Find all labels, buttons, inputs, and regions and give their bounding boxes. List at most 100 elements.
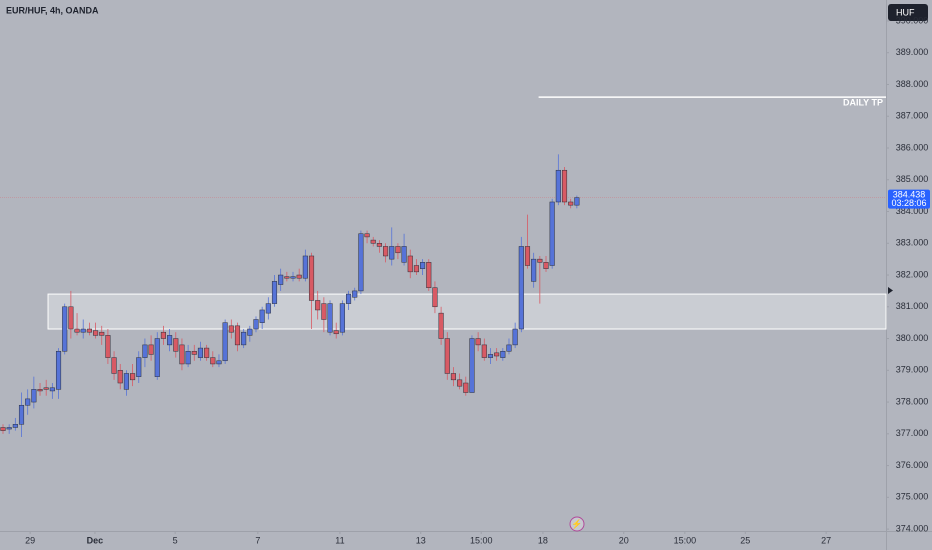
candle-body bbox=[333, 330, 339, 335]
candle-body bbox=[197, 347, 204, 358]
x-tick-label: 27 bbox=[821, 535, 831, 545]
y-tick-label: 383.000 bbox=[896, 238, 929, 248]
candle-body bbox=[18, 404, 25, 425]
x-tick-label: 15:00 bbox=[470, 535, 493, 545]
y-tick-label: 376.000 bbox=[896, 460, 929, 470]
candle-body bbox=[481, 344, 487, 358]
currency-badge[interactable] bbox=[888, 4, 928, 21]
y-tick-label: 382.000 bbox=[896, 269, 929, 279]
candle-body bbox=[407, 255, 413, 273]
y-tick-label: 375.000 bbox=[896, 492, 929, 502]
candle-body bbox=[389, 246, 395, 260]
candle-body bbox=[173, 338, 179, 352]
x-tick-label: 11 bbox=[335, 535, 344, 545]
candle-body bbox=[308, 255, 315, 301]
target-label: DAILY TP bbox=[843, 98, 883, 108]
candle-body bbox=[6, 427, 12, 430]
candle-body bbox=[574, 197, 580, 206]
candle-body bbox=[271, 281, 278, 304]
candle-body bbox=[265, 303, 271, 314]
chart-title: EUR/HUF, 4h, OANDA bbox=[6, 5, 99, 15]
x-tick-label: 25 bbox=[740, 535, 750, 545]
candle-body bbox=[469, 338, 475, 393]
candle-body bbox=[376, 243, 382, 247]
candle-body bbox=[463, 382, 469, 393]
candle-body bbox=[25, 398, 31, 406]
candle-body bbox=[278, 274, 284, 285]
candle-body bbox=[12, 424, 18, 428]
candle-body bbox=[37, 389, 43, 392]
candle-body bbox=[500, 350, 506, 358]
scroll-arrow[interactable] bbox=[888, 287, 893, 294]
candle-body bbox=[531, 258, 537, 282]
last-price-badge bbox=[888, 189, 930, 209]
y-tick-label: 389.000 bbox=[896, 47, 929, 57]
candle-body bbox=[537, 258, 543, 263]
candle-body bbox=[43, 387, 49, 390]
candle-body bbox=[426, 262, 432, 288]
events-icon[interactable] bbox=[569, 516, 585, 532]
y-tick-label: 379.000 bbox=[896, 365, 929, 375]
candle-body bbox=[358, 233, 364, 292]
candle-body bbox=[222, 322, 228, 362]
candle-body bbox=[68, 306, 74, 330]
candle-body bbox=[494, 352, 500, 357]
candle-body bbox=[185, 350, 191, 365]
candle-body bbox=[413, 265, 419, 273]
x-tick-label: 15:00 bbox=[674, 535, 697, 545]
candle-body bbox=[549, 201, 555, 266]
candle-body bbox=[444, 338, 450, 374]
x-tick-label: 18 bbox=[538, 535, 548, 545]
candle-body bbox=[99, 331, 105, 336]
zone bbox=[47, 293, 887, 330]
candle-body bbox=[296, 274, 302, 279]
candle-body bbox=[123, 373, 129, 390]
candle-body bbox=[142, 344, 148, 358]
candle-body bbox=[179, 344, 185, 365]
candle-body bbox=[228, 325, 234, 333]
candle-body bbox=[457, 379, 463, 387]
candle-body bbox=[395, 246, 401, 254]
candle-body bbox=[111, 357, 117, 374]
candle-body bbox=[438, 312, 444, 339]
last-price-label: 384.438 bbox=[893, 189, 926, 199]
candle-body bbox=[290, 276, 296, 279]
candle-body bbox=[167, 335, 173, 346]
y-tick-label: 387.000 bbox=[896, 111, 929, 121]
candle-body bbox=[561, 169, 568, 203]
y-tick-label: 384.000 bbox=[896, 206, 929, 216]
y-tick-label: 388.000 bbox=[896, 79, 929, 89]
candle-body bbox=[136, 357, 142, 377]
candle-body bbox=[80, 328, 86, 333]
x-tick-label: 20 bbox=[619, 535, 629, 545]
candle-body bbox=[234, 325, 241, 346]
candle-body bbox=[74, 328, 80, 333]
candle-body bbox=[321, 303, 327, 320]
y-tick-label: 378.000 bbox=[896, 396, 929, 406]
y-tick-label: 377.000 bbox=[896, 428, 929, 438]
candle-body bbox=[62, 306, 68, 352]
candle-body bbox=[518, 246, 524, 330]
x-tick-label: 7 bbox=[255, 535, 260, 545]
candle-body bbox=[327, 303, 333, 333]
candle-body bbox=[370, 239, 376, 244]
x-tick-label: 13 bbox=[416, 535, 426, 545]
candle-body bbox=[130, 373, 136, 381]
candle-body bbox=[475, 338, 481, 346]
candle-body bbox=[555, 169, 561, 203]
candle-body bbox=[86, 328, 92, 333]
candle-body bbox=[506, 344, 512, 352]
candle-body bbox=[31, 389, 37, 403]
countdown-label: 03:28:06 bbox=[891, 198, 926, 208]
candle-body bbox=[191, 350, 197, 355]
candle-body bbox=[568, 201, 574, 206]
candle-body bbox=[401, 246, 407, 263]
candle-body bbox=[105, 335, 111, 358]
candle-body bbox=[450, 373, 456, 381]
candle-body bbox=[345, 293, 352, 304]
candle-body bbox=[352, 290, 358, 298]
candle-body bbox=[117, 370, 123, 384]
candle-body bbox=[383, 246, 389, 257]
